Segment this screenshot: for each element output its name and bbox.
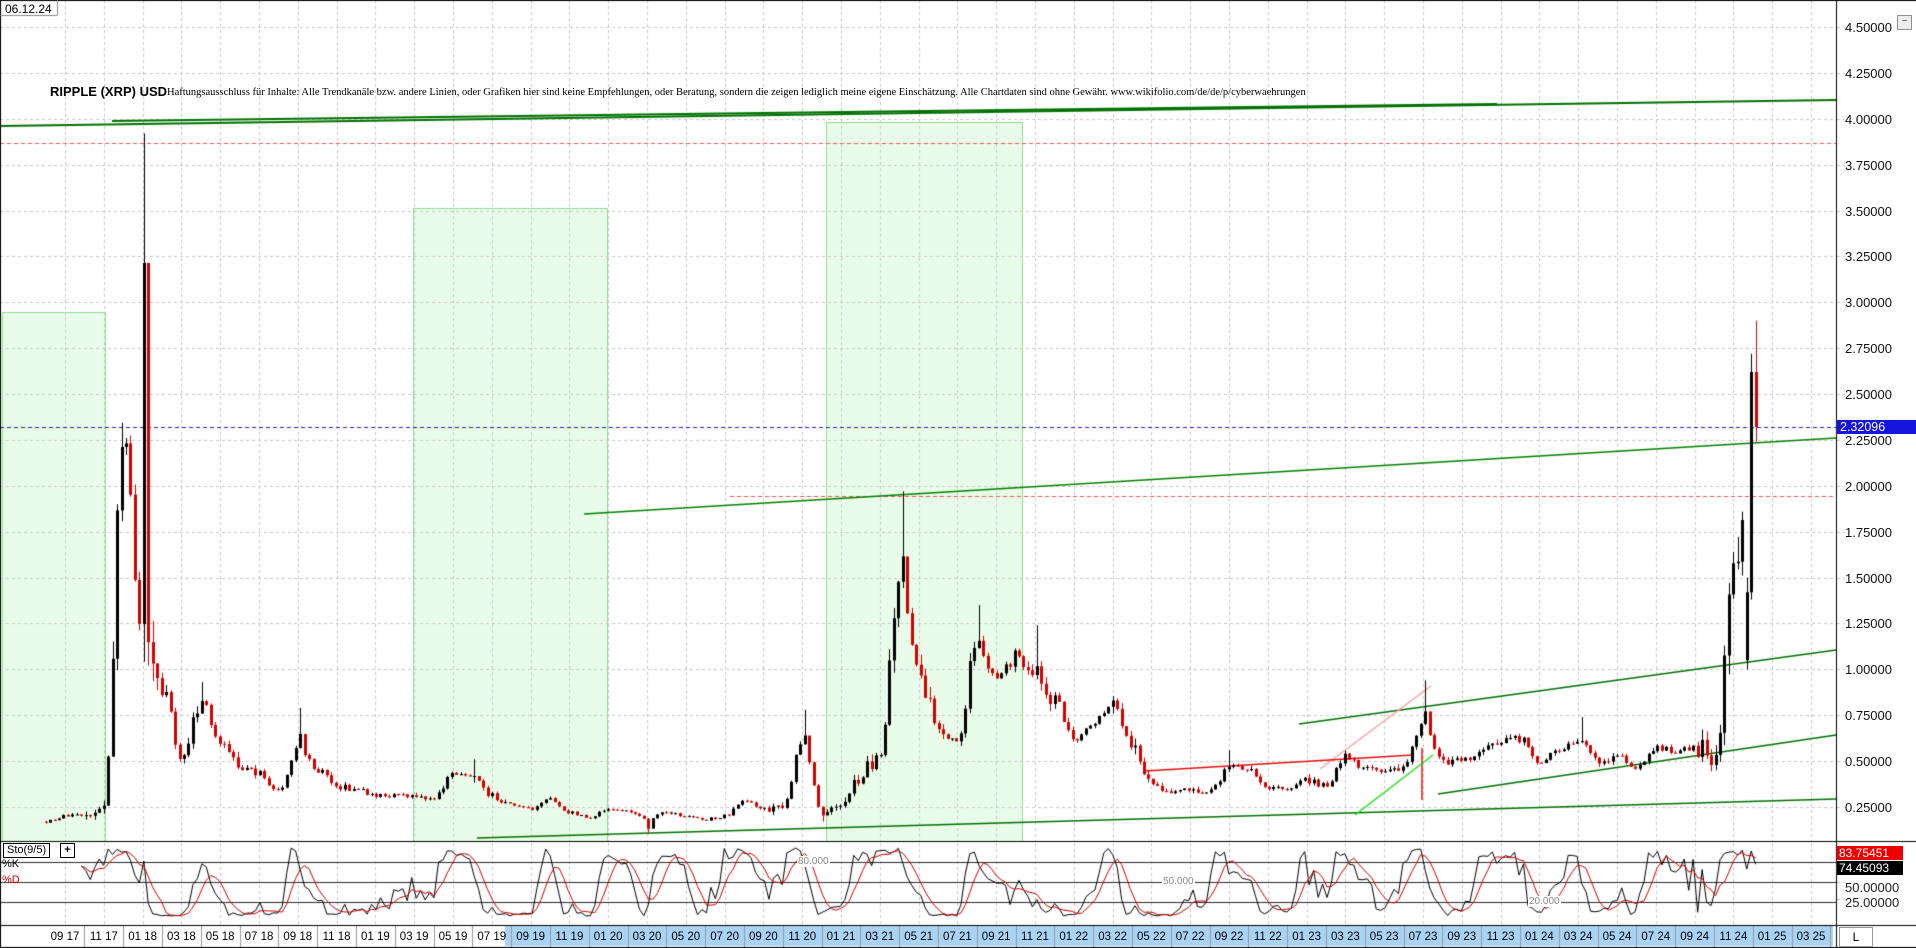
price-tick-label: 3.75000 (1845, 157, 1892, 173)
date-tick-label: 07 23 (1408, 931, 1438, 943)
date-tick-label: 09 20 (749, 931, 778, 943)
linear-scale-button[interactable]: L (1839, 927, 1873, 947)
date-tick-label: 09 22 (1214, 931, 1244, 943)
disclaimer-text: Haftungsausschluss für Inhalte: Alle Tre… (167, 87, 1306, 98)
date-tick-label: 05 23 (1369, 931, 1399, 943)
date-tick-label: 05 22 (1137, 931, 1166, 943)
price-tick-label: 1.50000 (1845, 570, 1892, 586)
indicator-settings-button[interactable]: Sto(9/5) (3, 843, 51, 858)
price-tick-label: 2.75000 (1845, 341, 1892, 357)
price-tick-label: 0.75000 (1845, 708, 1892, 724)
date-tick-label: 01 21 (826, 931, 856, 943)
stochastic-level-label: 20.000 (1528, 896, 1561, 908)
chart-date: 06.12.24 (5, 2, 52, 16)
date-tick-label: 11 19 (555, 931, 584, 943)
date-tick-label: 01 20 (593, 931, 623, 943)
price-tick-label: 4.50000 (1845, 20, 1892, 35)
date-tick-label: 07 22 (1175, 931, 1205, 943)
date-tick-label: 05 19 (438, 931, 468, 943)
date-tick-label: 09 23 (1447, 931, 1477, 943)
price-tick-label: 1.25000 (1845, 616, 1892, 632)
price-tick-label: 1.00000 (1845, 662, 1892, 678)
stochastic-axis-25: 25.00000 (1845, 895, 1900, 910)
price-tick-label: 0.25000 (1845, 800, 1892, 815)
date-tick-label: 05 24 (1602, 931, 1632, 943)
date-tick-label: 05 21 (904, 931, 933, 943)
stochastic-level-label: 80.000 (797, 855, 830, 867)
price-tick-label: 4.00000 (1845, 111, 1892, 127)
stochastic-k-label: %K (2, 858, 20, 870)
date-tick-label: 01 22 (1059, 931, 1089, 943)
stochastic-d-value-tag: 83.75451 (1837, 846, 1903, 860)
date-tick-label: 09 24 (1680, 931, 1709, 943)
date-tick-label: 11 18 (322, 931, 351, 943)
date-tick-label: 09 18 (283, 931, 313, 943)
date-tick-label: 11 17 (89, 931, 118, 943)
stochastic-d-label: %D (2, 874, 20, 886)
price-tick-label: 0.50000 (1845, 754, 1892, 770)
minimize-button[interactable]: − (1897, 15, 1912, 30)
stochastic-level-label: 50.000 (1162, 876, 1195, 887)
date-tick-label: 03 24 (1563, 931, 1593, 943)
price-tick-label: 3.50000 (1845, 203, 1892, 219)
date-tick-label: 07 19 (477, 931, 507, 943)
date-tick-label: 05 18 (205, 931, 235, 943)
stochastic-k-value-tag: 74.45093 (1837, 861, 1903, 875)
date-tick-label: 03 20 (632, 931, 662, 943)
date-tick-label: 03 23 (1331, 931, 1360, 943)
date-tick-label: 03 19 (399, 931, 429, 943)
date-tick-label: 01 18 (128, 931, 157, 943)
add-indicator-button[interactable]: + (60, 843, 75, 858)
price-tick-label: 2.50000 (1845, 387, 1892, 403)
date-tick-label: 07 18 (244, 931, 274, 943)
date-tick-label: 05 20 (671, 931, 701, 943)
date-tick-label: 03 22 (1098, 931, 1127, 943)
date-tick-label: 03 18 (167, 931, 196, 943)
price-tick-label: 2.25000 (1845, 432, 1892, 448)
date-tick-label: 01 24 (1525, 931, 1554, 943)
date-tick-label: 11 23 (1486, 931, 1515, 943)
date-tick-label: 01 19 (361, 931, 390, 943)
date-tick-label: 09 17 (50, 931, 80, 943)
date-tick-label: 11 20 (788, 931, 817, 943)
date-tick-label: 09 21 (981, 931, 1011, 943)
date-tick-label: 01 23 (1292, 931, 1321, 943)
date-tick-label: 07 20 (710, 931, 739, 943)
stochastic-axis-50: 50.00000 (1845, 880, 1900, 895)
price-tick-label: 3.25000 (1845, 249, 1892, 265)
chart-title: RIPPLE (XRP) USD (50, 84, 168, 99)
current-price-tag: 2.32096 (1837, 420, 1916, 434)
price-tick-label: 4.25000 (1845, 65, 1892, 81)
date-tick-label: 11 21 (1021, 931, 1049, 943)
date-tick-label: 07 21 (943, 931, 972, 943)
date-tick-label: 11 22 (1253, 931, 1282, 943)
price-tick-label: 2.00000 (1845, 478, 1892, 494)
date-tick-label: 07 24 (1641, 931, 1671, 943)
date-tick-label: 01 25 (1757, 931, 1787, 943)
date-tick-label: 11 24 (1719, 931, 1748, 943)
price-tick-label: 1.75000 (1845, 524, 1892, 540)
date-tick-label: 03 25 (1796, 931, 1826, 943)
date-tick-label: 09 19 (516, 931, 545, 943)
date-tick-label: 03 21 (865, 931, 895, 943)
price-tick-label: 3.00000 (1845, 295, 1892, 311)
